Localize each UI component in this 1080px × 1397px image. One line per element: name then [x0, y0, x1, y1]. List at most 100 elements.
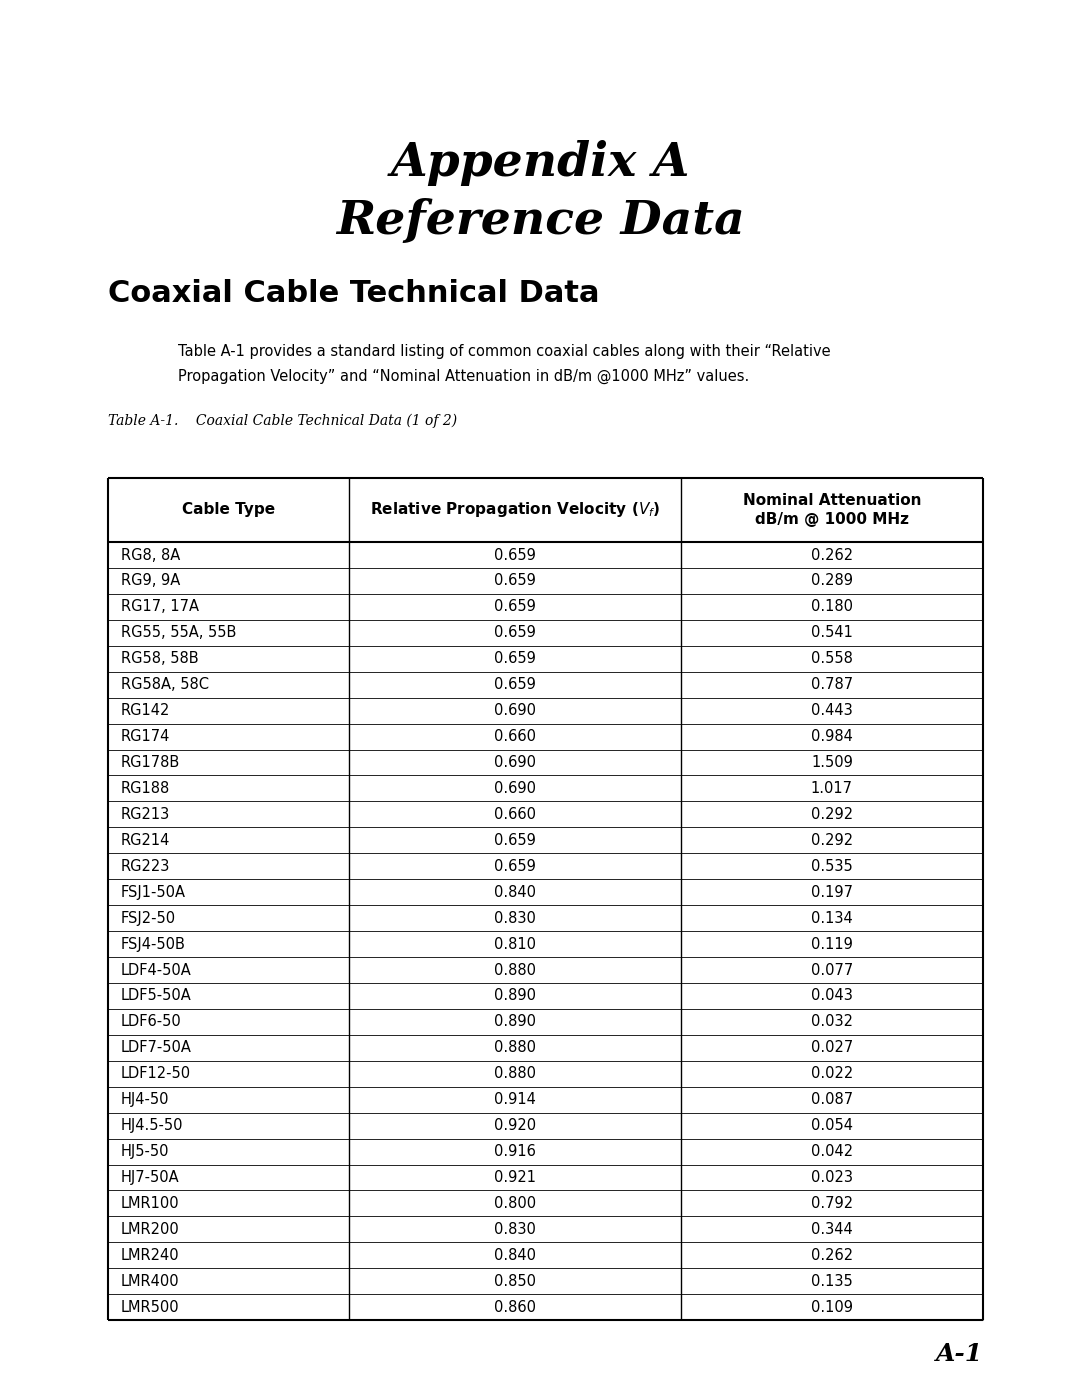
- Text: 0.792: 0.792: [811, 1196, 853, 1211]
- Text: 0.659: 0.659: [494, 833, 536, 848]
- Text: 0.890: 0.890: [494, 1014, 536, 1030]
- Text: 1.509: 1.509: [811, 754, 853, 770]
- Text: 0.690: 0.690: [494, 703, 536, 718]
- Text: 0.850: 0.850: [494, 1274, 536, 1289]
- Text: Relative Propagation Velocity ($\mathit{V_f}$): Relative Propagation Velocity ($\mathit{…: [369, 500, 660, 520]
- Text: 0.135: 0.135: [811, 1274, 853, 1289]
- Text: 0.022: 0.022: [811, 1066, 853, 1081]
- Text: 0.921: 0.921: [494, 1171, 536, 1185]
- Text: LMR200: LMR200: [121, 1222, 179, 1236]
- Text: 0.042: 0.042: [811, 1144, 853, 1160]
- Text: 0.659: 0.659: [494, 573, 536, 588]
- Text: 0.880: 0.880: [494, 1041, 536, 1055]
- Text: 0.659: 0.659: [494, 599, 536, 615]
- Text: 0.840: 0.840: [494, 884, 536, 900]
- Text: RG17, 17A: RG17, 17A: [121, 599, 199, 615]
- Text: 0.690: 0.690: [494, 781, 536, 796]
- Text: 0.916: 0.916: [494, 1144, 536, 1160]
- Text: 0.087: 0.087: [811, 1092, 853, 1108]
- Text: Reference Data: Reference Data: [336, 198, 744, 244]
- Text: 0.119: 0.119: [811, 936, 853, 951]
- Text: 0.659: 0.659: [494, 626, 536, 640]
- Text: 0.292: 0.292: [811, 807, 853, 821]
- Text: RG8, 8A: RG8, 8A: [121, 548, 180, 563]
- Text: RG188: RG188: [121, 781, 171, 796]
- Text: RG174: RG174: [121, 729, 171, 745]
- Text: 0.541: 0.541: [811, 626, 853, 640]
- Text: RG214: RG214: [121, 833, 171, 848]
- Text: RG213: RG213: [121, 807, 171, 821]
- Text: 0.787: 0.787: [811, 678, 853, 692]
- Text: Appendix A: Appendix A: [390, 140, 690, 186]
- Text: 0.659: 0.659: [494, 548, 536, 563]
- Text: 0.830: 0.830: [494, 911, 536, 926]
- Text: 0.890: 0.890: [494, 989, 536, 1003]
- Text: 0.659: 0.659: [494, 678, 536, 692]
- Text: 0.535: 0.535: [811, 859, 853, 873]
- Text: 0.830: 0.830: [494, 1222, 536, 1236]
- Text: LMR240: LMR240: [121, 1248, 179, 1263]
- Text: 0.197: 0.197: [811, 884, 853, 900]
- Text: 0.134: 0.134: [811, 911, 853, 926]
- Text: HJ4.5-50: HJ4.5-50: [121, 1118, 184, 1133]
- Text: LMR400: LMR400: [121, 1274, 179, 1289]
- Text: LMR500: LMR500: [121, 1299, 179, 1315]
- Text: 0.023: 0.023: [811, 1171, 853, 1185]
- Text: HJ5-50: HJ5-50: [121, 1144, 170, 1160]
- Text: 0.054: 0.054: [811, 1118, 853, 1133]
- Text: 0.027: 0.027: [811, 1041, 853, 1055]
- Text: 0.180: 0.180: [811, 599, 853, 615]
- Text: RG58A, 58C: RG58A, 58C: [121, 678, 208, 692]
- Text: Cable Type: Cable Type: [181, 503, 274, 517]
- Text: FSJ4-50B: FSJ4-50B: [121, 936, 186, 951]
- Text: LDF6-50: LDF6-50: [121, 1014, 181, 1030]
- Text: A-1: A-1: [935, 1343, 983, 1366]
- Text: FSJ1-50A: FSJ1-50A: [121, 884, 186, 900]
- Text: 0.109: 0.109: [811, 1299, 853, 1315]
- Text: RG9, 9A: RG9, 9A: [121, 573, 180, 588]
- Text: 0.800: 0.800: [494, 1196, 536, 1211]
- Text: HJ4-50: HJ4-50: [121, 1092, 170, 1108]
- Text: LDF7-50A: LDF7-50A: [121, 1041, 192, 1055]
- Text: 0.344: 0.344: [811, 1222, 853, 1236]
- Text: 0.810: 0.810: [494, 936, 536, 951]
- Text: 0.880: 0.880: [494, 1066, 536, 1081]
- Text: 1.017: 1.017: [811, 781, 853, 796]
- Text: Propagation Velocity” and “Nominal Attenuation in dB/m @1000 MHz” values.: Propagation Velocity” and “Nominal Atten…: [178, 369, 750, 384]
- Text: 0.032: 0.032: [811, 1014, 853, 1030]
- Text: 0.880: 0.880: [494, 963, 536, 978]
- Text: 0.690: 0.690: [494, 754, 536, 770]
- Text: 0.984: 0.984: [811, 729, 853, 745]
- Text: 0.043: 0.043: [811, 989, 853, 1003]
- Text: RG178B: RG178B: [121, 754, 180, 770]
- Text: Nominal Attenuation
dB/m @ 1000 MHz: Nominal Attenuation dB/m @ 1000 MHz: [743, 493, 921, 527]
- Text: 0.262: 0.262: [811, 1248, 853, 1263]
- Text: HJ7-50A: HJ7-50A: [121, 1171, 179, 1185]
- Text: 0.660: 0.660: [494, 729, 536, 745]
- Text: LDF5-50A: LDF5-50A: [121, 989, 192, 1003]
- Text: 0.262: 0.262: [811, 548, 853, 563]
- Text: Coaxial Cable Technical Data: Coaxial Cable Technical Data: [108, 279, 599, 309]
- Text: RG223: RG223: [121, 859, 171, 873]
- Text: 0.860: 0.860: [494, 1299, 536, 1315]
- Text: 0.289: 0.289: [811, 573, 853, 588]
- Text: LDF12-50: LDF12-50: [121, 1066, 191, 1081]
- Text: 0.920: 0.920: [494, 1118, 536, 1133]
- Text: LDF4-50A: LDF4-50A: [121, 963, 192, 978]
- Text: 0.659: 0.659: [494, 859, 536, 873]
- Text: 0.659: 0.659: [494, 651, 536, 666]
- Text: LMR100: LMR100: [121, 1196, 179, 1211]
- Text: 0.443: 0.443: [811, 703, 853, 718]
- Text: FSJ2-50: FSJ2-50: [121, 911, 176, 926]
- Text: 0.292: 0.292: [811, 833, 853, 848]
- Text: 0.077: 0.077: [811, 963, 853, 978]
- Text: RG55, 55A, 55B: RG55, 55A, 55B: [121, 626, 237, 640]
- Text: RG142: RG142: [121, 703, 171, 718]
- Text: Table A-1 provides a standard listing of common coaxial cables along with their : Table A-1 provides a standard listing of…: [178, 344, 831, 359]
- Text: 0.840: 0.840: [494, 1248, 536, 1263]
- Text: 0.914: 0.914: [494, 1092, 536, 1108]
- Text: RG58, 58B: RG58, 58B: [121, 651, 199, 666]
- Text: 0.660: 0.660: [494, 807, 536, 821]
- Text: Table A-1.    Coaxial Cable Technical Data (1 of 2): Table A-1. Coaxial Cable Technical Data …: [108, 414, 457, 427]
- Text: 0.558: 0.558: [811, 651, 853, 666]
